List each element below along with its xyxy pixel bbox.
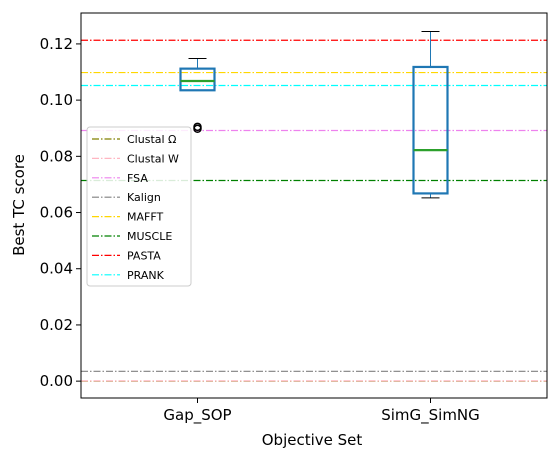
box-0: [179, 67, 216, 92]
legend-frame: [86, 126, 192, 287]
legend-label-6: PASTA: [127, 249, 161, 262]
x-axis: Gap_SOP SimG_SimNG: [163, 398, 480, 425]
y-tick-label-0: 0.00: [40, 372, 73, 390]
y-axis-label: Best TC score: [10, 154, 28, 256]
legend-label-1: Clustal W: [127, 152, 179, 165]
y-tick-label-1: 0.02: [40, 316, 73, 334]
legend-label-7: PRANK: [127, 269, 165, 282]
box-1: [412, 65, 449, 195]
x-tick-label-0: Gap_SOP: [163, 406, 231, 425]
y-tick-label-5: 0.10: [40, 91, 73, 109]
y-axis: 0.00 0.02 0.04 0.06 0.08 0.10 0.12: [40, 35, 81, 390]
reference-lines: [81, 39, 547, 382]
legend-label-3: Kalign: [127, 191, 161, 204]
outlier-0-1: [193, 124, 202, 134]
x-axis-label: Objective Set: [262, 431, 363, 449]
x-tick-label-1: SimG_SimNG: [381, 406, 480, 425]
legend: Clustal Ω Clustal W FSA Kalign MAFFT MUSCLE PA…: [86, 126, 192, 287]
legend-label-2: FSA: [127, 172, 148, 185]
y-tick-label-2: 0.04: [40, 260, 73, 278]
y-tick-label-6: 0.12: [40, 35, 73, 53]
legend-label-5: MUSCLE: [127, 230, 172, 243]
y-tick-label-3: 0.06: [40, 204, 73, 222]
legend-label-4: MAFFT: [127, 211, 163, 224]
box-plots: [179, 31, 449, 199]
legend-label-0: Clustal Ω: [127, 133, 176, 146]
y-tick-label-4: 0.08: [40, 147, 73, 165]
plot-frame: [80, 12, 548, 399]
